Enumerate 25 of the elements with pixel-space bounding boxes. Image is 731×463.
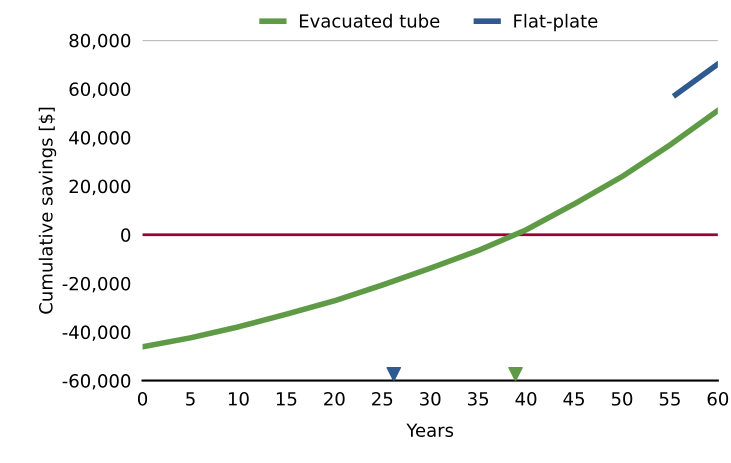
y-tick-label: -20,000 bbox=[62, 276, 130, 292]
x-tick-label: 30 bbox=[420, 392, 440, 406]
x-tick-label: 15 bbox=[276, 392, 296, 406]
y-tick-label: 20,000 bbox=[70, 180, 130, 196]
x-tick-label: 50 bbox=[612, 392, 632, 406]
x-tick-label: 20 bbox=[324, 392, 345, 406]
x-tick-label: 35 bbox=[468, 392, 488, 406]
x-tick-label: 45 bbox=[563, 392, 584, 406]
x-tick-label: 40 bbox=[515, 392, 536, 406]
y-tick-label: 80,000 bbox=[69, 34, 130, 50]
legend-label: Evacuated tube bbox=[300, 14, 440, 28]
x-tick-label: 25 bbox=[372, 392, 392, 406]
y-tick-label: 40,000 bbox=[69, 130, 130, 146]
y-tick-label: -60,000 bbox=[62, 374, 130, 390]
x-tick-label: 60 bbox=[708, 392, 728, 406]
y-axis-title: Cumulative savings [$] bbox=[38, 108, 56, 314]
x-tick-label: 10 bbox=[228, 392, 249, 406]
x-tick-label: 5 bbox=[186, 392, 195, 406]
y-tick-label: 0 bbox=[121, 228, 130, 242]
x-tick-label: 55 bbox=[660, 392, 680, 406]
y-tick-label: -40,000 bbox=[62, 325, 130, 341]
y-tick-label: 60,000 bbox=[70, 82, 130, 98]
x-axis-title: Years bbox=[406, 424, 454, 438]
legend-label: Flat-plate bbox=[514, 14, 598, 32]
x-tick-label: 0 bbox=[138, 392, 148, 406]
